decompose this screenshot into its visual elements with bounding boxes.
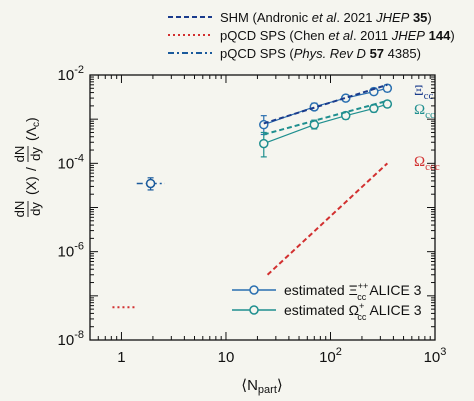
y-axis-label: dN dy (X) / dN dy (Λc) [12, 117, 43, 217]
legend-omegacc-label: estimated Ω+ cc ALICE 3 [284, 301, 422, 322]
svg-text:(X): (X) [23, 176, 39, 195]
svg-text:dy: dy [28, 202, 43, 216]
data-point [309, 102, 320, 112]
tick-label: 10-6 [58, 241, 84, 261]
x-axis-label: ⟨Npart⟩ [241, 377, 283, 396]
series-line [263, 83, 388, 125]
legend-xicc-label: estimated Ξ++ cc ALICE 3 [284, 281, 422, 302]
axis-ticks: 1 10 102 103 10-8 10-6 10-4 10-2 [58, 64, 447, 366]
data-point [145, 178, 156, 189]
annotation-xicc: Ξcc [414, 83, 434, 102]
svg-text:dN: dN [12, 201, 27, 218]
chart-marks [112, 83, 393, 309]
legend-shm-label: SHM (Andronic et al. 2021 JHEP 35) [220, 10, 432, 25]
tick-label: 102 [319, 346, 342, 366]
series-line [263, 99, 388, 136]
series--cc-shm [263, 99, 388, 136]
tick-label: 10 [218, 349, 235, 366]
data-point [382, 99, 393, 109]
series-connector [263, 103, 388, 145]
legend-xicc-marker [249, 285, 259, 295]
series--cc-shm [263, 83, 388, 125]
legend-bottom: estimated Ξ++ cc ALICE 3 estimated Ω+ cc A… [232, 281, 422, 322]
tick-label: 10-4 [58, 152, 84, 172]
series--ccc-shm [266, 162, 389, 276]
legend-chen-label: pQCD SPS (Chen et al. 2011 JHEP 144) [220, 28, 455, 43]
tick-label: 10-2 [58, 64, 84, 84]
data-point [259, 138, 269, 149]
legend-prd-label: pQCD SPS (Phys. Rev D 57 4385) [220, 46, 421, 61]
svg-text:dy: dy [28, 147, 43, 161]
svg-text:dN: dN [12, 146, 27, 163]
data-point [369, 103, 379, 114]
series--cc [259, 99, 393, 158]
series-pqcd-sps-prd [136, 177, 165, 191]
legend-top: SHM (Andronic et al. 2021 JHEP 35) pQCD … [168, 10, 455, 61]
series-line [266, 162, 389, 276]
legend-omegacc-marker [249, 305, 259, 315]
annotation-omegaccc: Ωccc [414, 154, 440, 173]
plot-frame [89, 74, 436, 341]
data-point [382, 83, 393, 94]
svg-text:/: / [23, 167, 39, 171]
annotation-omegacc: Ωcc [414, 102, 435, 121]
tick-label: 1 [117, 349, 125, 366]
tick-label: 10-8 [58, 329, 84, 349]
svg-text:(Λc): (Λc) [23, 117, 42, 141]
tick-label: 103 [424, 346, 447, 366]
